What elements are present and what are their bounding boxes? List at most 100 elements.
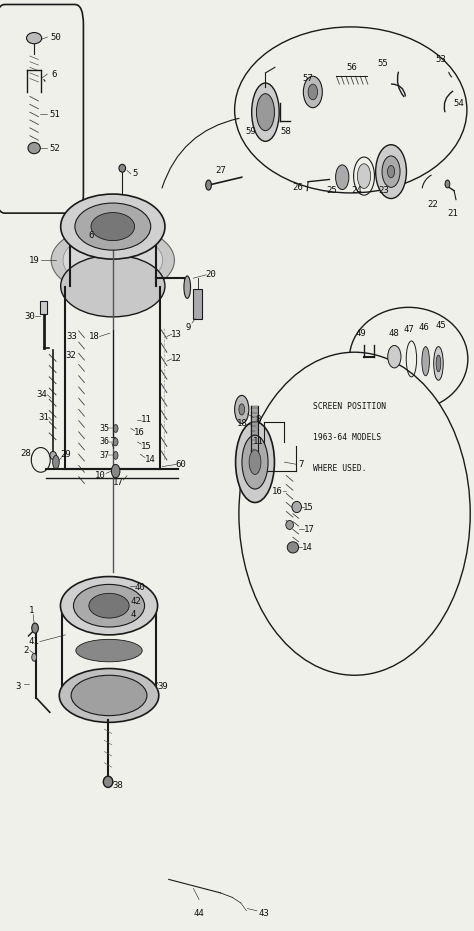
Text: 1963-64 MODELS: 1963-64 MODELS <box>313 433 381 442</box>
Ellipse shape <box>239 352 470 675</box>
Text: 29: 29 <box>60 450 71 459</box>
Text: 19: 19 <box>29 256 39 264</box>
Ellipse shape <box>292 502 301 513</box>
Text: 13: 13 <box>171 330 182 339</box>
Text: 3: 3 <box>15 682 21 691</box>
Ellipse shape <box>50 452 56 459</box>
Text: 5: 5 <box>132 169 137 179</box>
Ellipse shape <box>436 355 441 371</box>
Text: 34: 34 <box>36 390 47 399</box>
Text: 58: 58 <box>281 127 291 136</box>
Ellipse shape <box>206 180 211 190</box>
FancyBboxPatch shape <box>0 5 83 213</box>
Text: 6: 6 <box>88 231 94 240</box>
Text: 22: 22 <box>427 199 438 209</box>
Ellipse shape <box>59 668 159 722</box>
Ellipse shape <box>63 232 163 289</box>
Text: 10: 10 <box>95 471 106 480</box>
Ellipse shape <box>303 76 322 108</box>
Text: 15: 15 <box>303 503 313 511</box>
Text: 16: 16 <box>134 428 145 438</box>
Ellipse shape <box>113 438 118 446</box>
Text: 11: 11 <box>253 438 263 447</box>
Ellipse shape <box>51 225 174 295</box>
Text: 14: 14 <box>145 455 155 465</box>
Text: 37: 37 <box>99 451 109 460</box>
Ellipse shape <box>32 623 38 633</box>
Ellipse shape <box>119 165 126 172</box>
Text: 50: 50 <box>51 33 61 42</box>
Text: 11: 11 <box>141 415 151 424</box>
Ellipse shape <box>387 166 394 178</box>
Ellipse shape <box>242 435 268 489</box>
Ellipse shape <box>375 144 406 198</box>
Ellipse shape <box>113 452 118 459</box>
Ellipse shape <box>103 776 113 788</box>
Text: 36: 36 <box>99 438 109 447</box>
Text: 55: 55 <box>378 60 388 69</box>
Ellipse shape <box>61 194 165 259</box>
Ellipse shape <box>71 675 147 716</box>
Text: 49: 49 <box>356 329 366 338</box>
Ellipse shape <box>89 593 129 618</box>
Ellipse shape <box>73 585 145 627</box>
Text: 16: 16 <box>272 487 283 496</box>
Text: 9: 9 <box>186 323 191 332</box>
Ellipse shape <box>357 164 371 188</box>
Ellipse shape <box>239 404 245 415</box>
Text: 24: 24 <box>351 186 362 196</box>
Text: 18: 18 <box>237 420 247 428</box>
Ellipse shape <box>256 94 274 130</box>
Text: 21: 21 <box>447 209 458 218</box>
Text: 52: 52 <box>50 143 60 153</box>
Text: 27: 27 <box>215 166 226 175</box>
Text: 56: 56 <box>346 62 357 72</box>
Ellipse shape <box>382 155 400 187</box>
Ellipse shape <box>249 450 261 475</box>
Text: 33: 33 <box>67 332 77 341</box>
Ellipse shape <box>91 212 135 240</box>
Text: 44: 44 <box>194 909 204 918</box>
Text: 1: 1 <box>28 606 34 614</box>
Text: SCREEN POSITION: SCREEN POSITION <box>313 401 386 411</box>
Ellipse shape <box>113 425 118 432</box>
Text: 6: 6 <box>51 70 57 78</box>
Text: 57: 57 <box>303 74 313 83</box>
Text: 30: 30 <box>24 312 35 321</box>
Text: 7: 7 <box>299 460 304 469</box>
Text: 17: 17 <box>113 478 124 487</box>
Ellipse shape <box>75 203 151 250</box>
Text: 47: 47 <box>403 325 414 334</box>
Text: 20: 20 <box>206 270 216 279</box>
Ellipse shape <box>235 396 249 424</box>
Text: 42: 42 <box>130 597 141 606</box>
Ellipse shape <box>445 180 450 188</box>
Ellipse shape <box>349 307 468 411</box>
Text: 38: 38 <box>112 781 123 789</box>
Ellipse shape <box>287 542 299 553</box>
Text: 23: 23 <box>379 186 389 196</box>
Ellipse shape <box>111 465 120 478</box>
Ellipse shape <box>76 640 142 662</box>
Text: WHERE USED.: WHERE USED. <box>313 465 366 473</box>
Text: 32: 32 <box>66 351 76 360</box>
Ellipse shape <box>336 165 349 190</box>
Text: 43: 43 <box>258 909 269 918</box>
Text: 18: 18 <box>89 332 99 341</box>
Bar <box>40 301 47 314</box>
Text: 2: 2 <box>23 646 29 655</box>
Text: 46: 46 <box>419 323 429 332</box>
Ellipse shape <box>422 346 429 376</box>
Ellipse shape <box>61 255 165 317</box>
Text: 48: 48 <box>388 329 399 338</box>
Ellipse shape <box>27 33 42 44</box>
Ellipse shape <box>308 84 318 100</box>
Ellipse shape <box>252 83 279 142</box>
Text: 60: 60 <box>176 460 186 469</box>
Text: 35: 35 <box>99 424 109 433</box>
Text: 40: 40 <box>135 583 146 592</box>
Ellipse shape <box>61 576 157 635</box>
Ellipse shape <box>286 520 293 530</box>
Ellipse shape <box>434 346 443 380</box>
Text: 8: 8 <box>255 415 261 424</box>
